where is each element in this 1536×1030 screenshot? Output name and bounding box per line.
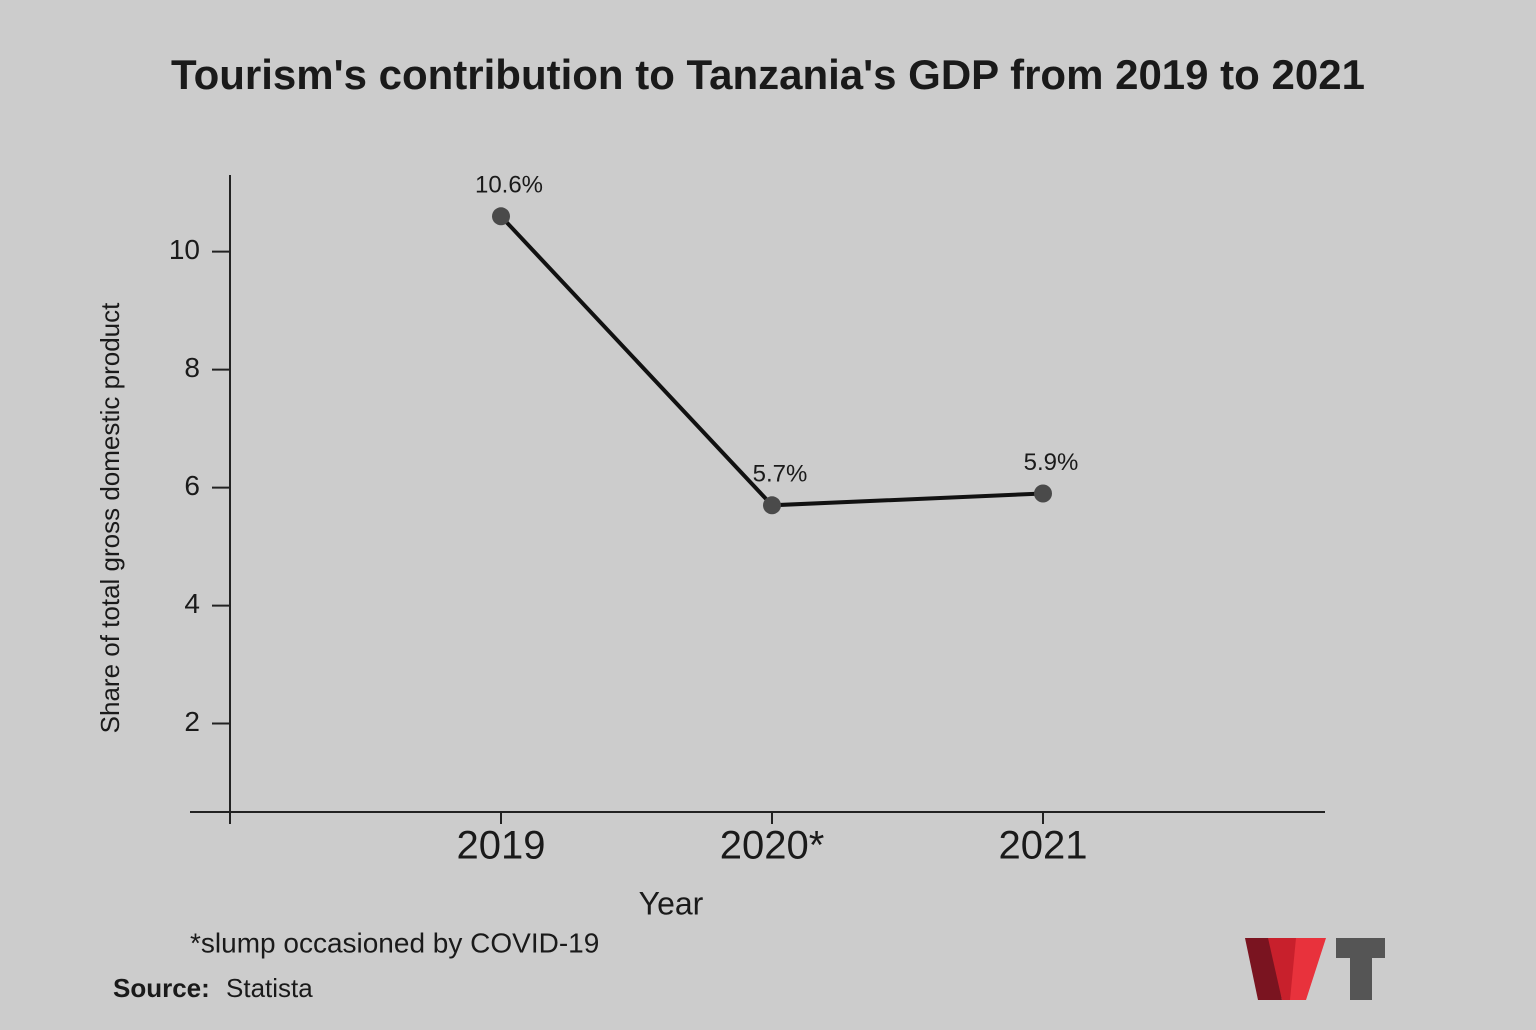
source: Statista xyxy=(226,973,313,1003)
value-label: 5.7% xyxy=(753,461,808,488)
marker xyxy=(492,207,510,226)
y-tick-label: 2 xyxy=(184,706,200,737)
logo-t xyxy=(1336,938,1385,1000)
value-label: 5.9% xyxy=(1024,449,1079,476)
footnote: *slump occasioned by COVID-19 xyxy=(190,927,599,958)
x-axis-label: Year xyxy=(639,885,704,921)
marker xyxy=(763,496,781,515)
chart-title: Tourism's contribution to Tanzania's GDP… xyxy=(171,51,1365,98)
value-label: 10.6% xyxy=(475,172,543,199)
source-label: Source: xyxy=(113,973,210,1003)
x-tick-label: 2019 xyxy=(457,824,546,868)
y-tick-label: 6 xyxy=(184,470,200,501)
y-axis-label: Share of total gross domestic product xyxy=(95,302,125,733)
logo xyxy=(1245,938,1385,1000)
y-tick-label: 4 xyxy=(184,588,200,619)
y-tick-label: 8 xyxy=(184,352,200,383)
x-tick-label: 2020* xyxy=(720,824,825,868)
logo-w-part xyxy=(1290,938,1326,1000)
marker xyxy=(1034,484,1052,503)
logo-w-part xyxy=(1268,938,1296,1000)
x-tick-label: 2021 xyxy=(999,824,1088,868)
y-tick-label: 10 xyxy=(169,234,200,265)
